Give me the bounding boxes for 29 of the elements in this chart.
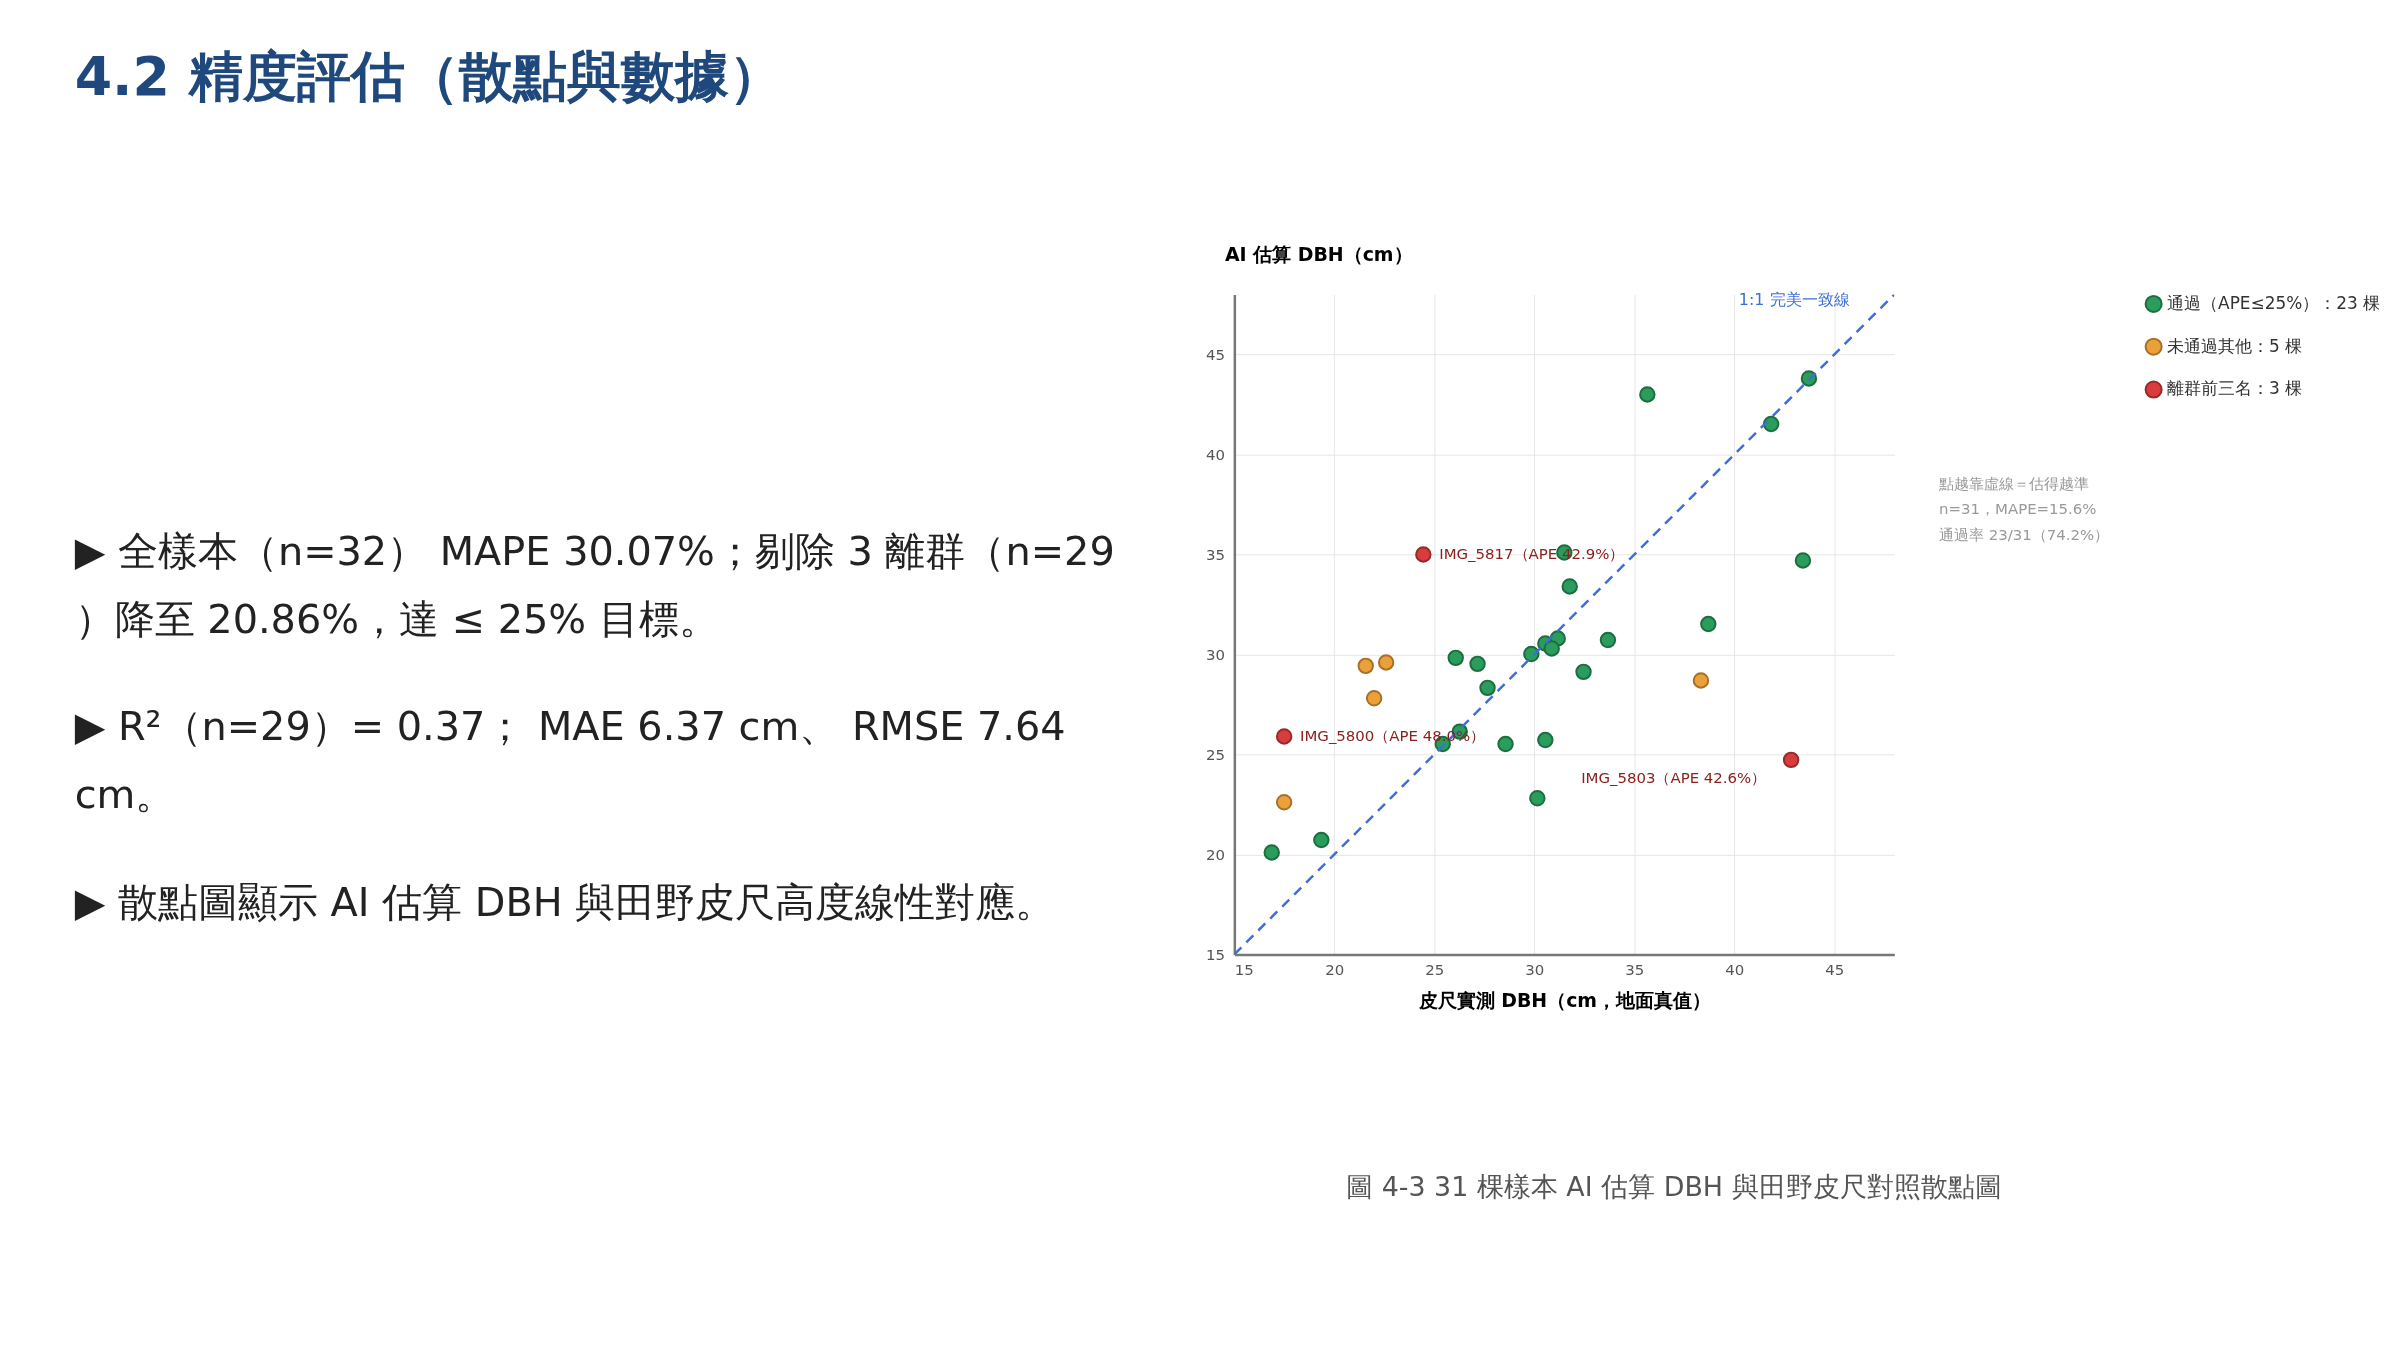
y-axis-title: AI 估算 DBH（cm） — [1224, 243, 1413, 266]
text: 通過率 23/31（74.2%） — [1939, 526, 2110, 545]
y-tick-label: 25 — [1205, 745, 1225, 764]
caption: 圖 4-3 31 棵樣本 AI 估算 DBH 與田野皮尺對照散點圖 — [1346, 1171, 2002, 1203]
y-tick-label: 15 — [1205, 945, 1225, 964]
y-tick-label: 30 — [1205, 645, 1225, 664]
y-tick-label: 35 — [1205, 545, 1225, 564]
series-label: 1:1 完美一致線 — [1738, 290, 1850, 310]
text: ▶ R²（n=29）= 0.37； MAE 6.37 cm、 RMSE 7.64 cm。 — [74, 703, 1066, 818]
y-tick-label: 20 — [1205, 845, 1225, 864]
legend-label: 未通過其他：5 棵 — [2167, 335, 2303, 356]
text: ▶ 全樣本（n=32） MAPE 30.07%；剔除 3 離群（n=29）降至 20.86%，達 ≤ 25% 目標。 — [74, 528, 1115, 642]
x-tick-label: 45 — [1825, 960, 1845, 979]
text: n=31，MAPE=15.6% — [1939, 500, 2097, 519]
text: ▶ 散點圖顯示 AI 估算 DBH 與田野皮尺高度線性對應。 — [74, 878, 1056, 925]
x-tick-label: 35 — [1625, 960, 1645, 979]
x-tick-label: 15 — [1234, 960, 1254, 979]
x-tick-label: 25 — [1425, 960, 1445, 979]
legend-label: 通過（APE≤25%）：23 棵 — [2167, 292, 2381, 313]
x-tick-label: 40 — [1725, 960, 1745, 979]
y-tick-label: 45 — [1205, 345, 1225, 364]
legend-label: 離群前三名：3 棵 — [2167, 378, 2303, 399]
x-tick-label: 20 — [1325, 960, 1345, 979]
y-tick-label: 40 — [1205, 445, 1225, 464]
text: 點越靠虛線＝估得越準 — [1938, 474, 2090, 493]
x-tick-label: 30 — [1525, 960, 1545, 979]
annotation: IMG_5803（APE 42.6%） — [1581, 768, 1767, 787]
text: 4.2 精度評估（散點與數據） — [74, 45, 783, 109]
x-axis-title: 皮尺實測 DBH（cm，地面真值） — [1417, 988, 1712, 1011]
